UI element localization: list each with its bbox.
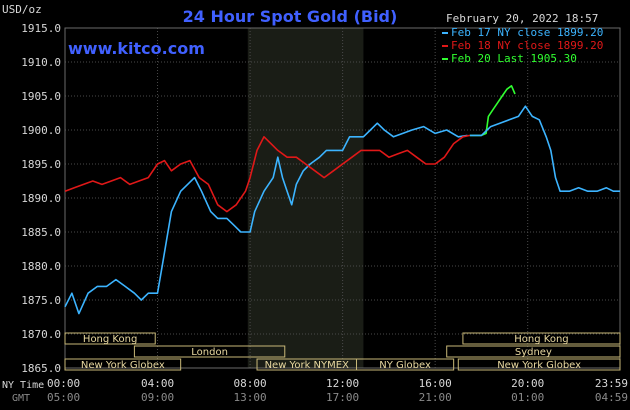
series-line-0 <box>64 122 468 315</box>
y-tick-label: 1875.0 <box>21 294 61 307</box>
x-tick-label-gmt: 05:00 <box>47 391 80 404</box>
session-label: London <box>191 347 228 358</box>
x-tick-label-gmt: 13:00 <box>234 391 267 404</box>
session-label: Hong Kong <box>514 334 568 345</box>
x-tick-label-ny: 00:00 <box>47 377 80 390</box>
series-layer <box>64 85 620 315</box>
y-tick-label: 1895.0 <box>21 158 61 171</box>
x-tick-label-ny: 23:59 <box>595 377 628 390</box>
y-tick-label: 1905.0 <box>21 90 61 103</box>
legend-entry: Feb 20 Last 1905.30 <box>451 52 577 65</box>
session-bar <box>133 345 286 358</box>
x-tick-label-ny: 20:00 <box>511 377 544 390</box>
y-tick-label: 1910.0 <box>21 56 61 69</box>
session-label: New York Globex <box>497 360 581 371</box>
plot-frame <box>64 27 621 369</box>
y-tick-label: 1870.0 <box>21 328 61 341</box>
x-tick-label-gmt: 17:00 <box>326 391 359 404</box>
x-tick-label-gmt: 09:00 <box>141 391 174 404</box>
session-label: New York Globex <box>81 360 165 371</box>
session-label: NY Globex <box>379 360 431 371</box>
session-label: Sydney <box>515 347 552 358</box>
session-bar <box>355 358 455 371</box>
x-row-label-gmt: GMT <box>12 393 30 404</box>
session-bar <box>457 358 621 371</box>
watermark: www.kitco.com <box>68 39 205 58</box>
y-tick-label: 1915.0 <box>21 22 61 35</box>
session-bar <box>64 332 156 345</box>
y-unit-label: USD/oz <box>2 3 42 16</box>
session-label: Hong Kong <box>83 334 137 345</box>
session-label: New York NYMEX <box>265 360 350 371</box>
y-axis-ticks: 1915.0 1910.0 1905.0 1900.0 1895.0 1890.0 1885… <box>21 22 61 375</box>
session-bar <box>64 358 182 371</box>
session-bar <box>446 345 621 358</box>
y-tick-label: 1880.0 <box>21 260 61 273</box>
x-tick-label-ny: 16:00 <box>419 377 452 390</box>
y-tick-label: 1900.0 <box>21 124 61 137</box>
date-stamp: February 20, 2022 18:57 <box>446 12 598 25</box>
x-tick-label-gmt: 01:00 <box>511 391 544 404</box>
x-tick-label-ny: 04:00 <box>141 377 174 390</box>
legend-entry: Feb 18 NY close 1899.20 <box>451 39 603 52</box>
x-tick-label-ny: 12:00 <box>326 377 359 390</box>
x-tick-label-gmt: 21:00 <box>419 391 452 404</box>
session-bar <box>462 332 621 345</box>
series-line-1 <box>64 134 471 213</box>
y-tick-label: 1885.0 <box>21 226 61 239</box>
y-tick-label: 1865.0 <box>21 362 61 375</box>
chart-title: 24 Hour Spot Gold (Bid) <box>183 7 398 26</box>
market-sessions: Hong Kong Hong Kong London Sydney New York G… <box>64 332 621 371</box>
x-tick-label-ny: 08:00 <box>234 377 267 390</box>
x-tick-label-gmt: 04:59 <box>595 391 628 404</box>
y-tick-label: 1890.0 <box>21 192 61 205</box>
legend-entry: Feb 17 NY close 1899.20 <box>451 26 603 39</box>
x-row-label-ny: NY Time <box>2 380 44 391</box>
series-line-3 <box>469 105 620 192</box>
series-line-2 <box>469 85 516 137</box>
